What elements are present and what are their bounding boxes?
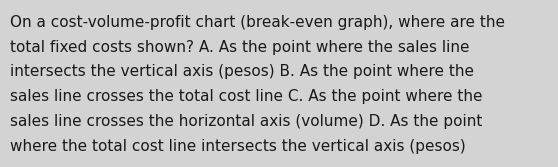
Text: sales line crosses the horizontal axis (volume) D. As the point: sales line crosses the horizontal axis (… [10, 114, 483, 129]
Text: intersects the vertical axis (pesos) B. As the point where the: intersects the vertical axis (pesos) B. … [10, 64, 474, 79]
Text: total fixed costs shown? A. As the point where the sales line: total fixed costs shown? A. As the point… [10, 40, 469, 55]
Text: where the total cost line intersects the vertical axis (pesos): where the total cost line intersects the… [10, 139, 466, 154]
Text: sales line crosses the total cost line C. As the point where the: sales line crosses the total cost line C… [10, 89, 483, 104]
Text: On a cost-volume-profit chart (break-even graph), where are the: On a cost-volume-profit chart (break-eve… [10, 15, 505, 30]
